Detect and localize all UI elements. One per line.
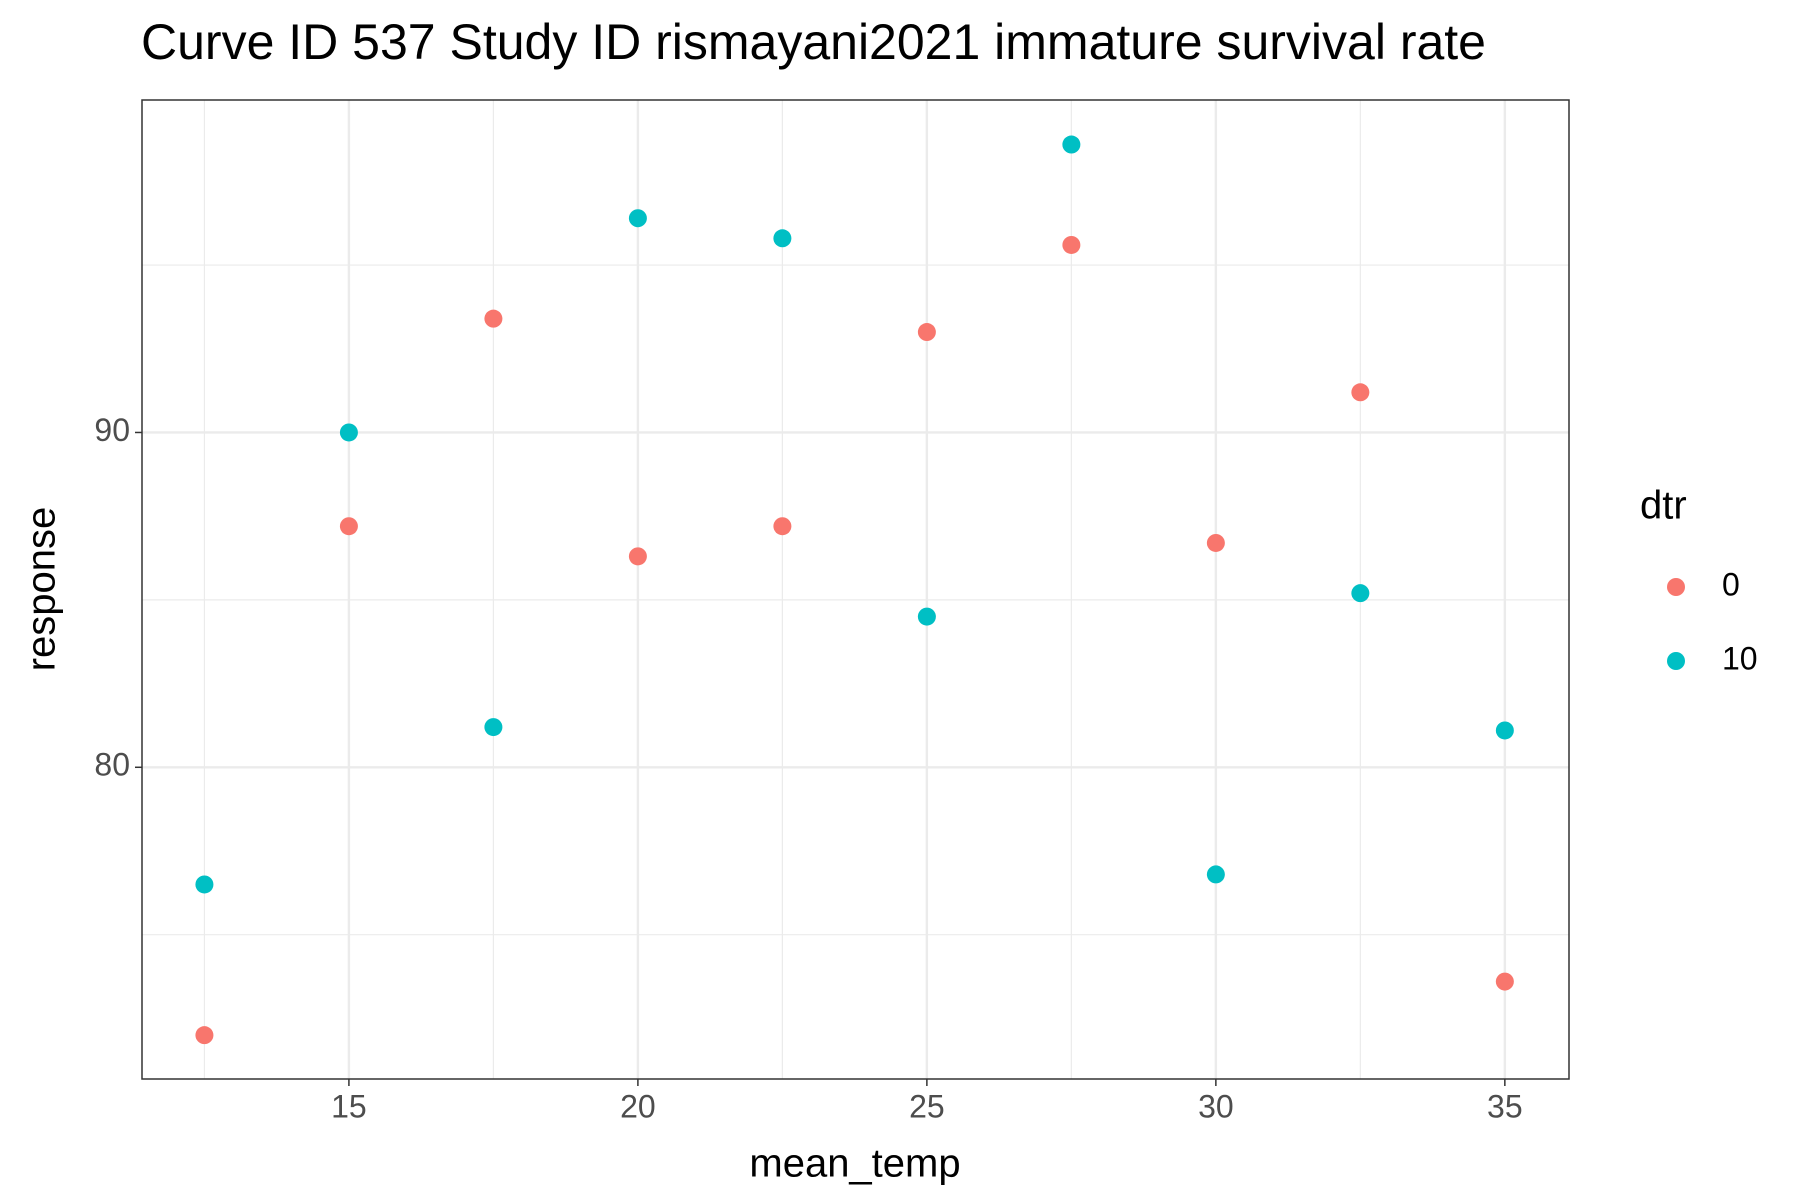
point — [1206, 533, 1225, 552]
point — [773, 517, 792, 536]
point — [773, 229, 792, 248]
x-tick-label: 30 — [1198, 1088, 1234, 1124]
point — [628, 547, 647, 566]
point — [195, 1026, 214, 1045]
y-axis-label: response — [20, 507, 64, 672]
point — [339, 423, 358, 442]
legend-label: 0 — [1722, 566, 1740, 602]
x-axis-label: mean_temp — [749, 1142, 960, 1186]
x-tick-label: 20 — [620, 1088, 656, 1124]
point — [1351, 383, 1370, 402]
x-tick-label: 25 — [909, 1088, 945, 1124]
point — [628, 209, 647, 228]
x-tick-label: 35 — [1487, 1088, 1523, 1124]
y-tick-label: 90 — [94, 412, 130, 448]
point — [1495, 972, 1514, 991]
legend-key — [1667, 652, 1685, 670]
point — [195, 875, 214, 894]
point — [1206, 865, 1225, 884]
point — [1495, 721, 1514, 740]
legend-title: dtr — [1640, 484, 1687, 528]
point — [917, 323, 936, 342]
legend-key — [1667, 578, 1685, 596]
y-tick-label: 80 — [94, 747, 130, 783]
legend-label: 10 — [1722, 640, 1758, 676]
point — [339, 517, 358, 536]
point — [1351, 584, 1370, 603]
chart-title: Curve ID 537 Study ID rismayani2021 imma… — [141, 14, 1486, 70]
point — [1062, 135, 1081, 154]
point — [917, 607, 936, 626]
plot-border — [141, 99, 1570, 1080]
x-tick-label: 15 — [331, 1088, 367, 1124]
point — [484, 309, 503, 328]
point — [484, 718, 503, 737]
point — [1062, 235, 1081, 254]
